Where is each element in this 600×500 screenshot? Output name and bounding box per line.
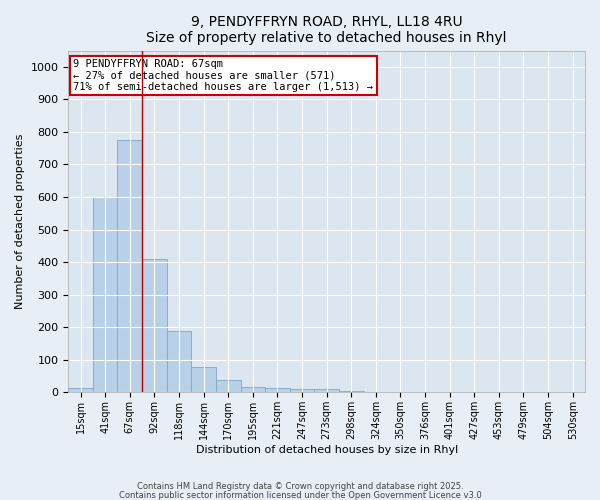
Bar <box>216 380 241 392</box>
Text: Contains public sector information licensed under the Open Government Licence v3: Contains public sector information licen… <box>119 491 481 500</box>
Bar <box>142 259 167 392</box>
Bar <box>167 330 191 392</box>
Y-axis label: Number of detached properties: Number of detached properties <box>15 134 25 309</box>
Bar <box>191 367 216 392</box>
Bar <box>339 391 364 392</box>
Title: 9, PENDYFFRYN ROAD, RHYL, LL18 4RU
Size of property relative to detached houses : 9, PENDYFFRYN ROAD, RHYL, LL18 4RU Size … <box>146 15 507 45</box>
Bar <box>68 388 93 392</box>
X-axis label: Distribution of detached houses by size in Rhyl: Distribution of detached houses by size … <box>196 445 458 455</box>
Bar <box>93 197 118 392</box>
Bar <box>118 140 142 392</box>
Bar <box>265 388 290 392</box>
Bar <box>314 389 339 392</box>
Bar <box>290 388 314 392</box>
Text: Contains HM Land Registry data © Crown copyright and database right 2025.: Contains HM Land Registry data © Crown c… <box>137 482 463 491</box>
Bar <box>241 386 265 392</box>
Text: 9 PENDYFFRYN ROAD: 67sqm
← 27% of detached houses are smaller (571)
71% of semi-: 9 PENDYFFRYN ROAD: 67sqm ← 27% of detach… <box>73 59 373 92</box>
